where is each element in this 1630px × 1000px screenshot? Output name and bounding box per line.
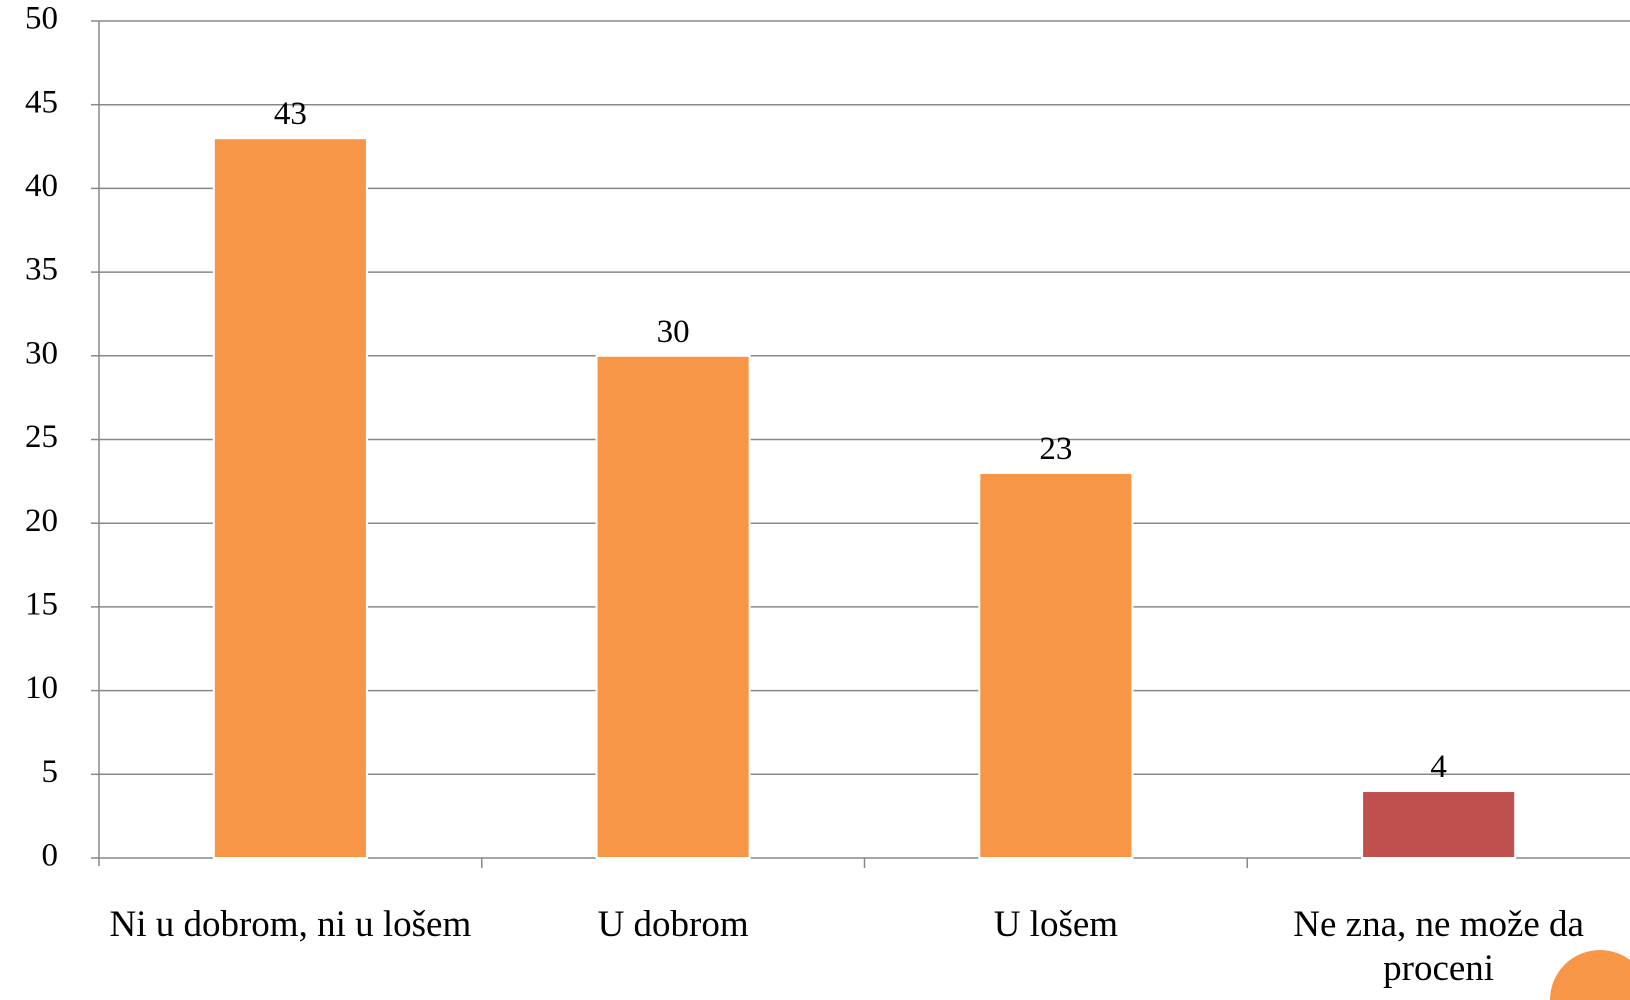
data-label: 23 [1039,431,1072,467]
bar [978,471,1134,859]
y-tick-label: 45 [25,84,58,120]
x-tick-label: Ne zna, ne može da proceni [1293,904,1584,989]
x-tick-label-line: U dobrom [598,904,749,945]
y-tick-label: 50 [25,1,58,37]
y-tick-label: 40 [25,168,58,204]
bar [212,137,368,859]
y-tick-label: 35 [25,252,58,288]
bar [595,354,751,859]
y-tick-label: 10 [25,670,58,706]
data-label: 30 [657,314,690,350]
y-tick-label: 25 [25,419,58,455]
x-tick-label-line: U lošem [994,904,1119,945]
x-tick-label: U lošem [994,904,1119,945]
y-tick-label: 20 [25,503,58,539]
x-tick-label-line: proceni [1383,948,1494,989]
x-tick-label: Ni u dobrom, ni u lošem [109,904,471,945]
y-tick-label: 15 [25,586,58,622]
x-tick-label-line: Ne zna, ne može da [1293,904,1584,945]
decoration [1550,950,1630,1000]
data-label: 43 [274,96,307,132]
x-tick-label: U dobrom [598,904,749,945]
y-tick-label: 30 [25,335,58,371]
y-tick-label: 5 [42,754,59,790]
data-label: 4 [1430,749,1447,785]
bar [1361,790,1517,859]
y-tick-label: 0 [42,838,59,874]
x-tick-label-line: Ni u dobrom, ni u lošem [109,904,471,945]
